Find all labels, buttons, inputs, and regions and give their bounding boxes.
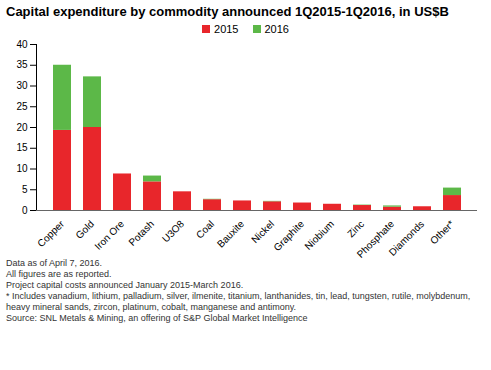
svg-text:U3O8: U3O8: [160, 218, 187, 245]
html-text:2016: 2016: [264, 23, 289, 35]
html-text:2015: 2015: [214, 23, 239, 35]
svg-text:Copper: Copper: [35, 218, 66, 249]
svg-text:Bauxite: Bauxite: [215, 218, 247, 250]
svg-text:25: 25: [16, 101, 28, 112]
svg-text:40: 40: [16, 39, 28, 50]
svg-text:Gold: Gold: [73, 218, 96, 241]
svg-text:Niobium: Niobium: [302, 218, 336, 252]
svg-text:0: 0: [22, 205, 28, 216]
svg-text:Iron Ore: Iron Ore: [92, 218, 126, 252]
svg-text:15: 15: [16, 142, 28, 153]
svg-text:Nickel: Nickel: [249, 218, 276, 245]
svg-text:Coal: Coal: [194, 218, 216, 240]
html-text:Data as of April 7, 2016.: Data as of April 7, 2016.: [6, 258, 103, 268]
svg-text:10: 10: [16, 163, 28, 174]
svg-text:35: 35: [16, 59, 28, 70]
svg-text:30: 30: [16, 80, 28, 91]
svg-text:Graphite: Graphite: [271, 218, 306, 253]
svg-text:Zinc: Zinc: [345, 218, 366, 239]
svg-text:Other*: Other*: [428, 218, 456, 246]
html-text:* Includes vanadium, lithium,: * Includes vanadium, lithium, palladium,…: [6, 291, 471, 312]
svg-text:Potash: Potash: [126, 218, 156, 248]
svg-text:20: 20: [16, 122, 28, 133]
svg-text:Diamonds: Diamonds: [387, 218, 427, 258]
html-text:Capital expenditure by commodi: Capital expenditure by commodity announc…: [6, 4, 449, 19]
html-text:Project capital costs announce: Project capital costs announced January …: [6, 280, 244, 290]
html-text:All figures are as reported.: All figures are as reported.: [6, 269, 112, 279]
html-text:Source: SNL Metals & Mining, a: Source: SNL Metals & Mining, an offering…: [6, 313, 308, 323]
svg-text:5: 5: [22, 184, 28, 195]
